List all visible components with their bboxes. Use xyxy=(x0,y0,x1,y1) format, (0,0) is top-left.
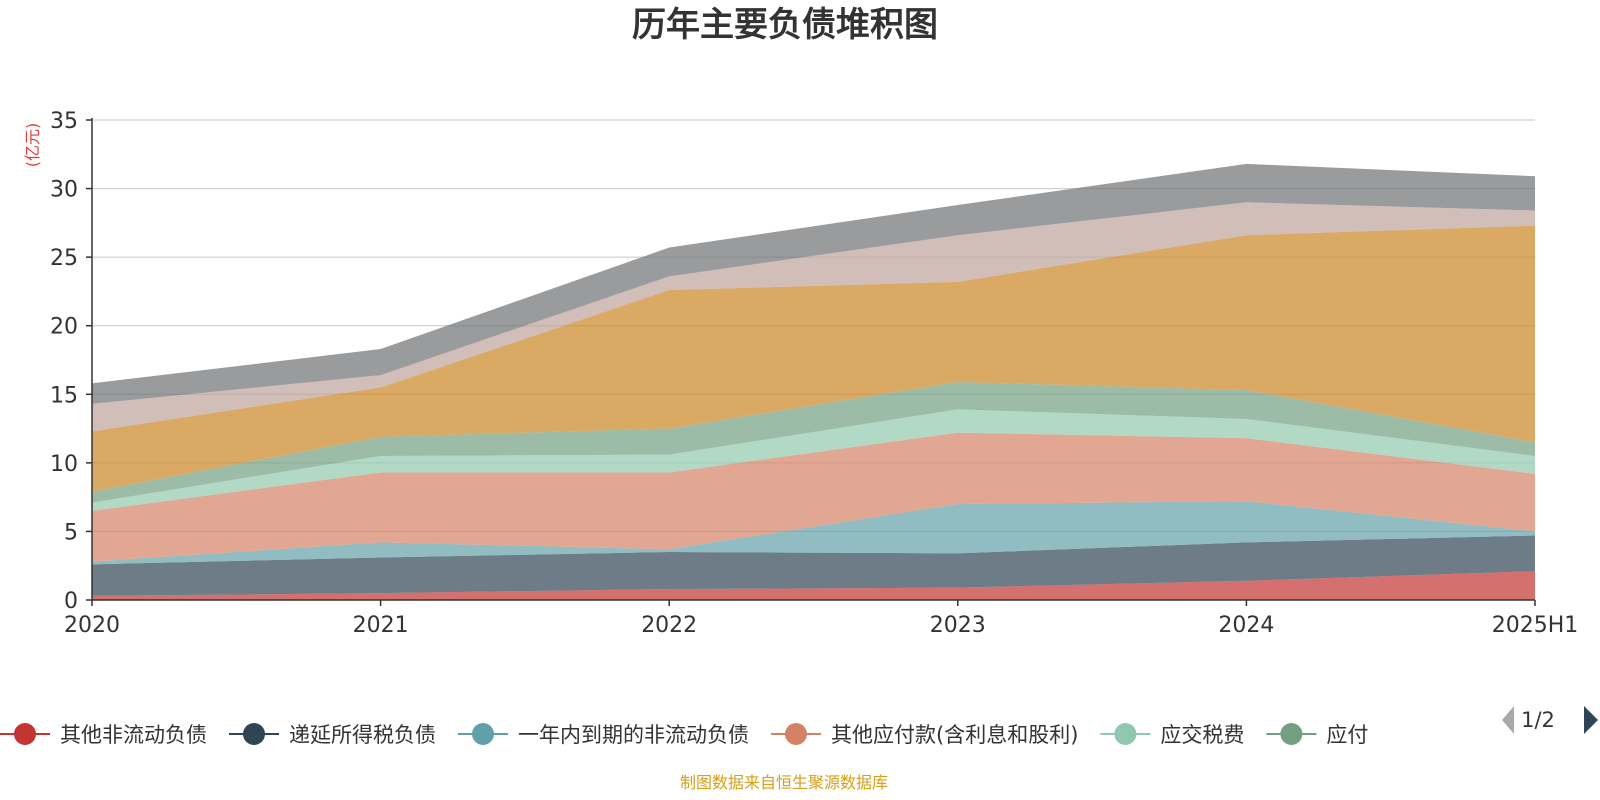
source-note: 制图数据来自恒生聚源数据库 xyxy=(680,773,888,792)
area-series-8[interactable] xyxy=(92,163,1535,404)
legend-dot-icon xyxy=(472,723,494,745)
x-tick-label: 2021 xyxy=(353,613,409,638)
x-tick-label: 2024 xyxy=(1218,613,1274,638)
area-series-5[interactable] xyxy=(92,381,1535,503)
legend-label: 应交税费 xyxy=(1160,723,1244,747)
x-tick-label: 2023 xyxy=(930,613,986,638)
x-tick-label: 2022 xyxy=(641,613,697,638)
y-tick-label: 30 xyxy=(50,178,78,203)
legend-label: 递延所得税负债 xyxy=(289,723,436,747)
y-tick-labels: 0 5 10 15 20 25 30 35 xyxy=(50,109,92,614)
legend-prev-arrow-icon[interactable] xyxy=(1502,706,1514,734)
y-axis-unit-label: (亿元) xyxy=(23,123,42,168)
y-tick-label: 10 xyxy=(50,452,78,477)
area-series-2[interactable] xyxy=(92,501,1535,565)
legend-item-4[interactable]: 应交税费 xyxy=(1100,723,1244,747)
legend-label: 一年内到期的非流动负债 xyxy=(518,723,749,747)
legend-item-2[interactable]: 一年内到期的非流动负债 xyxy=(458,723,749,747)
legend-dot-icon xyxy=(1280,723,1303,745)
legend-page-indicator: 1/2 xyxy=(1521,708,1555,732)
y-tick-label: 0 xyxy=(64,589,78,614)
y-tick-label: 20 xyxy=(50,315,78,340)
y-tick-label: 35 xyxy=(50,109,78,134)
area-series-0[interactable] xyxy=(92,571,1535,600)
legend-item-5[interactable]: 应付 xyxy=(1266,723,1368,747)
area-series-1[interactable] xyxy=(92,535,1535,596)
legend: 其他非流动负债 递延所得税负债 一年内到期的非流动负债 其他应付款(含利息和股利) 应交… xyxy=(0,723,1368,747)
x-tick-label: 2020 xyxy=(64,613,120,638)
x-tick-labels: 2020 2021 2022 2023 2024 2025H1 xyxy=(64,600,1578,638)
legend-label: 应付 xyxy=(1326,723,1368,747)
legend-dot-icon xyxy=(785,723,807,745)
area-series-layer xyxy=(92,163,1535,600)
y-tick-label: 15 xyxy=(50,383,78,408)
y-tick-label: 5 xyxy=(64,520,78,545)
legend-item-3[interactable]: 其他应付款(含利息和股利) xyxy=(771,723,1078,747)
legend-next-arrow-icon[interactable] xyxy=(1584,706,1598,734)
legend-pager: 1/2 xyxy=(1502,706,1598,734)
area-series-7[interactable] xyxy=(92,202,1535,432)
legend-label: 其他非流动负债 xyxy=(60,723,207,747)
area-series-3[interactable] xyxy=(92,432,1535,562)
axes xyxy=(91,118,1535,601)
legend-dot-icon xyxy=(243,723,265,745)
legend-dot-icon xyxy=(14,723,36,745)
legend-dot-icon xyxy=(1114,723,1137,745)
y-tick-label: 25 xyxy=(50,246,78,271)
chart-title: 历年主要负债堆积图 xyxy=(632,5,938,45)
area-series-4[interactable] xyxy=(92,409,1535,511)
area-series-6[interactable] xyxy=(92,225,1535,492)
legend-label: 其他应付款(含利息和股利) xyxy=(831,723,1078,747)
x-tick-label: 2025H1 xyxy=(1492,613,1579,638)
legend-item-0[interactable]: 其他非流动负债 xyxy=(0,723,207,747)
legend-item-1[interactable]: 递延所得税负债 xyxy=(229,723,436,747)
